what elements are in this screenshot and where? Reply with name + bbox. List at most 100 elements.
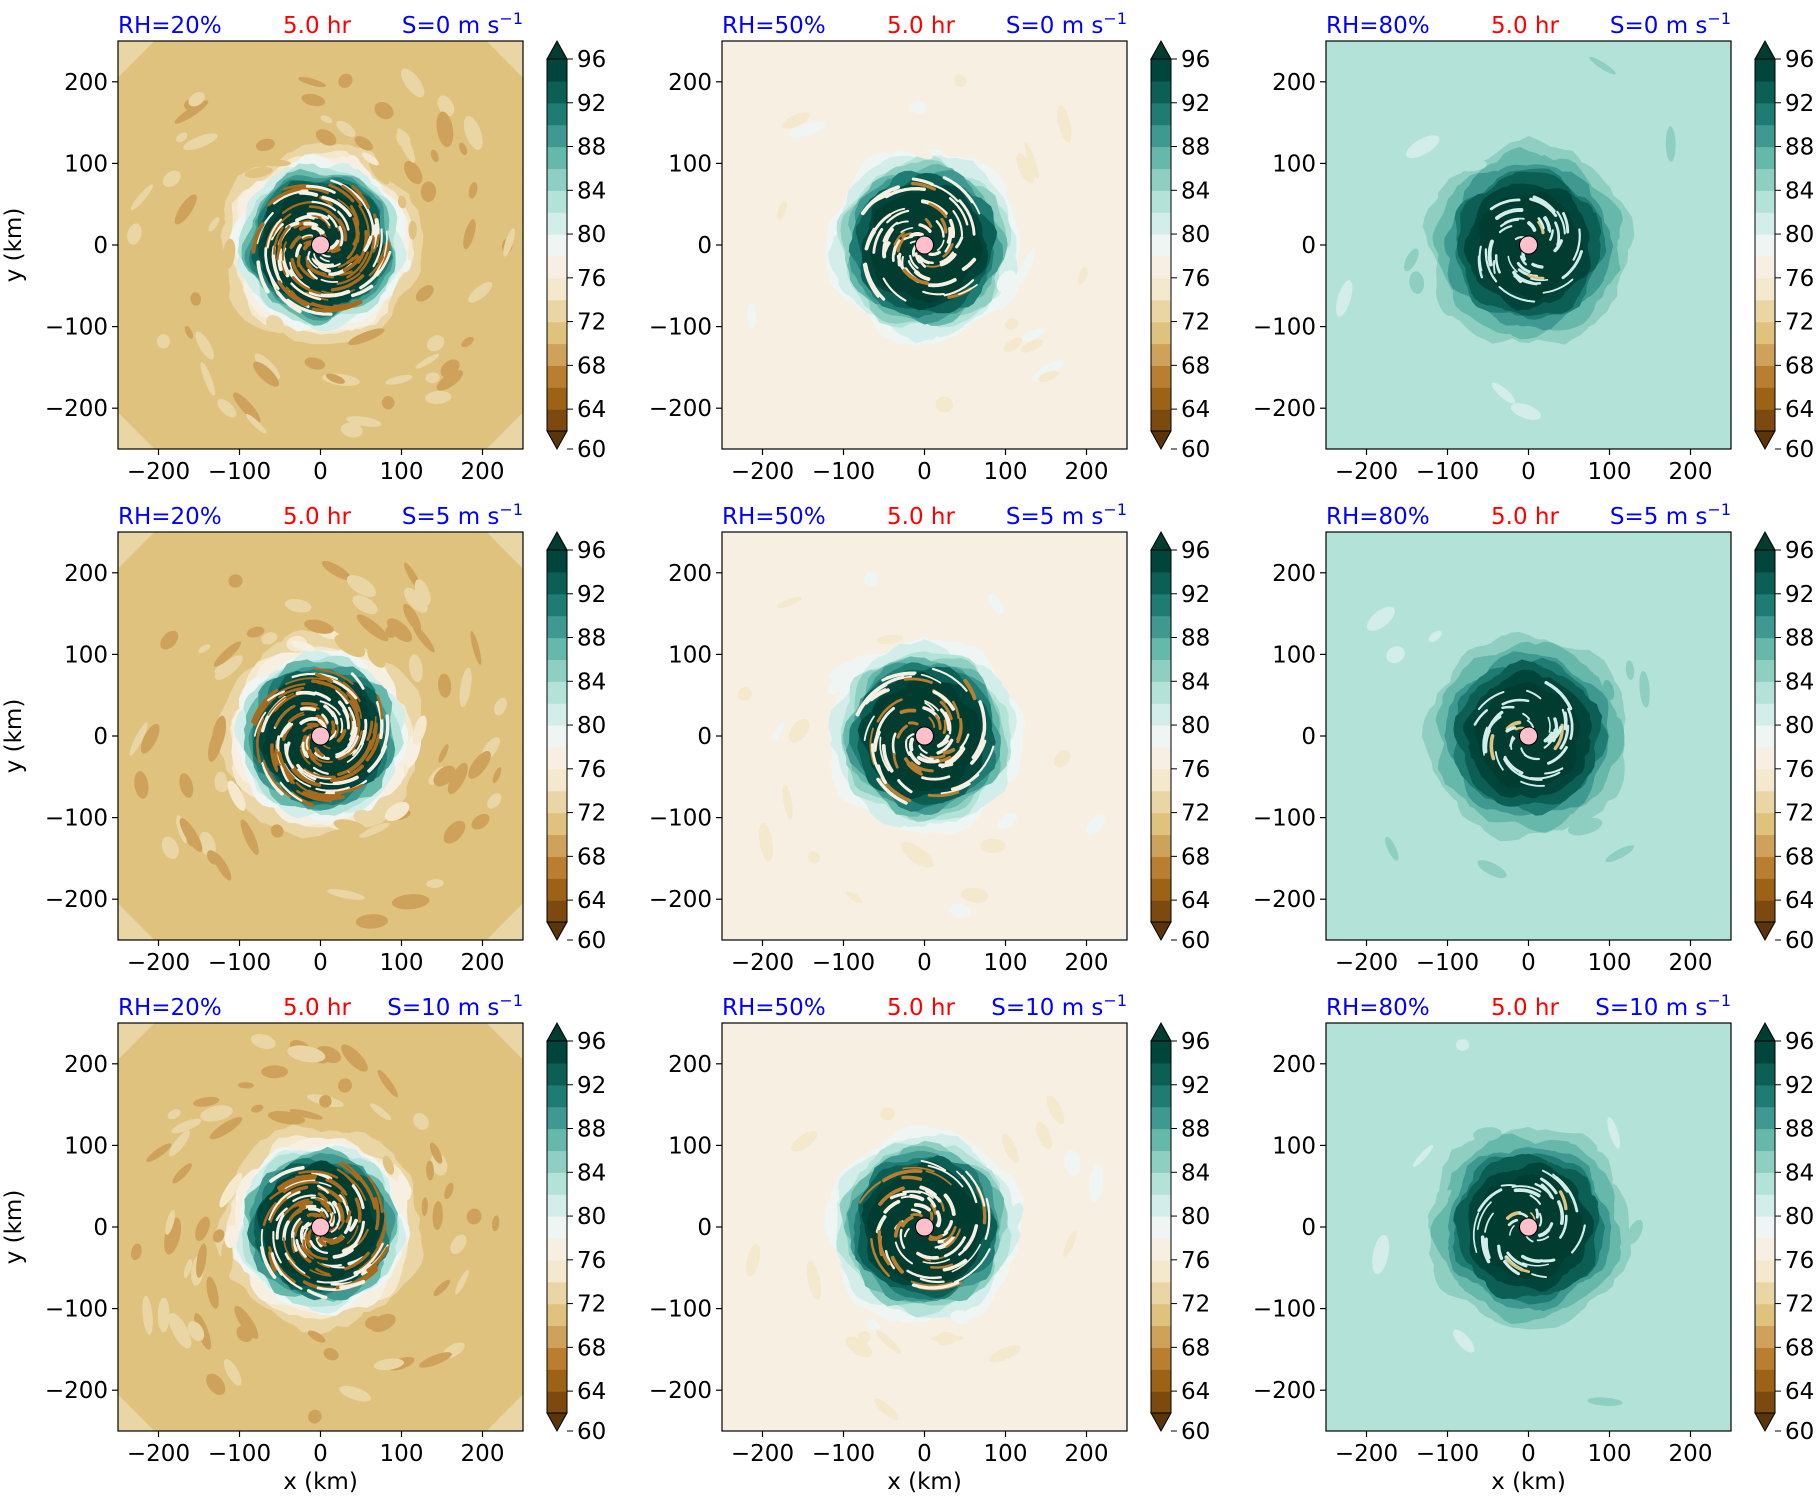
spiral-band: [1500, 1184, 1517, 1187]
spiral-band: [1556, 210, 1566, 235]
y-axis-label: y (km): [1, 699, 27, 774]
spiral-band: [275, 1207, 288, 1222]
field-patch: [444, 1182, 454, 1200]
spiral-band: [1526, 719, 1535, 729]
colorbar-segment: [1151, 146, 1171, 170]
colorbar-segment: [1755, 550, 1775, 573]
spiral-band: [930, 183, 959, 203]
spiral-band: [332, 1248, 354, 1259]
field-patch: [1409, 271, 1425, 294]
spiral-band: [876, 777, 908, 805]
spiral-band: [316, 1273, 359, 1284]
field-patch: [220, 1238, 233, 1277]
field-patch: [130, 184, 154, 211]
field-patch: [1665, 126, 1676, 162]
colorbar-segment: [1755, 1391, 1775, 1414]
spiral-band: [1529, 1194, 1541, 1205]
colorbar-tick-label: 64: [1181, 888, 1210, 914]
field-patch: [270, 824, 284, 838]
colorbar-tick-label: 84: [577, 1160, 606, 1186]
spiral-band: [882, 277, 907, 302]
field-patch: [1007, 1202, 1024, 1230]
spiral-band: [908, 737, 915, 752]
field-patch: [165, 1209, 176, 1235]
colorbar-segment: [547, 59, 567, 82]
spiral-band: [1519, 255, 1528, 266]
y-tick-label: 100: [668, 1133, 712, 1159]
field-patch: [234, 1305, 259, 1339]
spiral-band: [902, 1166, 935, 1173]
spiral-band: [1572, 228, 1581, 261]
y-tick-label: −100: [45, 806, 108, 832]
colorbar-tick-label: 72: [577, 801, 606, 827]
spiral-band: [1532, 195, 1556, 213]
spiral-band: [314, 747, 325, 757]
colorbar-tick-label: 80: [1181, 222, 1210, 248]
y-tick-label: 0: [1301, 233, 1316, 259]
spiral-band: [900, 1215, 914, 1228]
colorbar-segment: [1151, 124, 1171, 148]
colorbar-tick-label: 88: [1181, 1117, 1210, 1143]
field-patch: [315, 129, 337, 146]
spiral-band: [284, 677, 326, 685]
colorbar-segment: [547, 80, 567, 104]
spiral-band: [346, 691, 360, 713]
spiral-band: [311, 200, 337, 212]
spiral-band: [1540, 1183, 1554, 1199]
field-patch: [429, 1142, 443, 1164]
field-patch: [791, 1131, 818, 1152]
spiral-band: [924, 218, 933, 228]
field-patch: [227, 780, 246, 811]
field-patch: [236, 1325, 253, 1342]
field-patch: [1385, 836, 1399, 861]
spiral-band: [321, 262, 341, 269]
colorbar-tick-label: 64: [577, 888, 606, 914]
spiral-band: [860, 185, 901, 216]
spiral-band: [289, 236, 300, 250]
spiral-band: [958, 283, 978, 296]
field-patch: [420, 181, 437, 202]
spiral-band: [1531, 262, 1544, 269]
colorbar-tick-label: 80: [1785, 1204, 1814, 1230]
colorbar-segment: [1755, 1216, 1775, 1239]
colorbar-tick-label: 96: [577, 1029, 606, 1055]
y-tick-label: 200: [1272, 70, 1316, 96]
spiral-band: [939, 251, 955, 264]
spiral-band: [1476, 1201, 1492, 1230]
y-tick-label: −100: [1253, 806, 1316, 832]
y-tick-label: −100: [45, 315, 108, 341]
field-patch: [1016, 153, 1035, 184]
spiral-band: [328, 183, 355, 203]
field-patch: [413, 1113, 429, 1130]
spiral-band: [978, 700, 987, 737]
colorbar-segment: [547, 124, 567, 148]
spiral-band: [910, 1212, 923, 1218]
field-patch: [1453, 158, 1487, 172]
colorbar-tick-label: 64: [1181, 397, 1210, 423]
colorbar-segment: [1755, 146, 1775, 170]
spiral-band: [900, 227, 914, 233]
spiral-band: [919, 1185, 937, 1197]
spiral-band: [277, 280, 309, 307]
spiral-band: [303, 1231, 312, 1249]
spiral-band: [287, 711, 305, 723]
colorbar-tick-label: 68: [1181, 353, 1210, 379]
colorbar-segment: [1755, 1237, 1775, 1261]
field-patch: [953, 74, 967, 87]
field-patch: [1386, 646, 1405, 664]
spiral-band: [340, 1191, 349, 1206]
spiral-band: [1497, 1244, 1504, 1260]
spiral-band: [910, 1208, 922, 1214]
y-tick-label: 100: [668, 151, 712, 177]
colorbar: 60 64 68 72 76 80 84 88 92 96: [1754, 39, 1814, 463]
spiral-band: [296, 790, 333, 803]
spiral-band: [302, 235, 313, 241]
colorbar-extend-bottom: [1754, 430, 1776, 451]
spiral-band: [909, 254, 919, 269]
field-patch: [365, 1315, 382, 1330]
spiral-band: [302, 791, 345, 801]
spiral-band: [875, 1215, 887, 1234]
y-axis-label: y (km): [1, 1190, 27, 1265]
y-tick-label: 200: [1272, 561, 1316, 587]
spiral-band: [1544, 681, 1573, 711]
